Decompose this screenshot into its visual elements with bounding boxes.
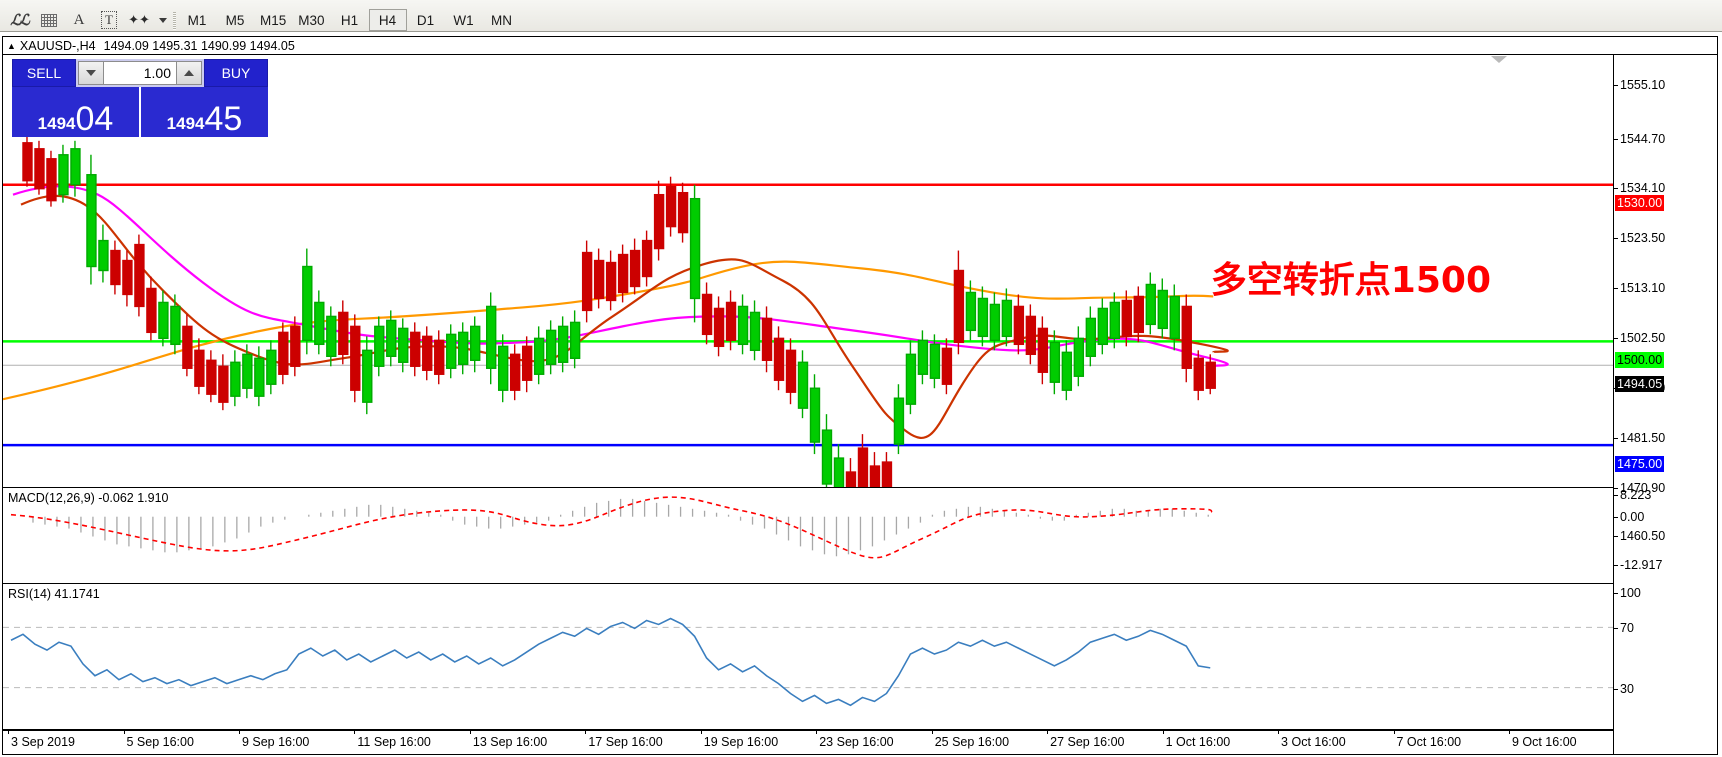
price-tick: 1544.70 xyxy=(1613,132,1666,146)
chart-annotation-text: 多空转折点1500 xyxy=(1210,260,1491,301)
time-label: 5 Sep 16:00 xyxy=(123,730,194,749)
price-tick: 1523.50 xyxy=(1613,231,1666,245)
price-level-label[interactable]: 1494.05 xyxy=(1615,376,1665,392)
macd-pane[interactable]: MACD(12,26,9) -0.062 1.910 xyxy=(3,489,1613,584)
grid-icon[interactable] xyxy=(34,9,64,31)
ma-orange xyxy=(3,260,1214,401)
price-tick: 1502.50 xyxy=(1613,331,1666,345)
rsi-scale-tick: 100 xyxy=(1614,586,1641,600)
rsi-line xyxy=(10,617,1211,707)
time-label: 11 Sep 16:00 xyxy=(354,730,431,749)
text-label-icon[interactable]: A xyxy=(73,11,85,28)
chart-scroll-marker-icon[interactable] xyxy=(1491,56,1507,63)
rsi-pane[interactable]: RSI(14) 41.1741 xyxy=(3,585,1613,730)
rsi-scale-tick: 70 xyxy=(1614,621,1634,635)
chevron-down-icon[interactable] xyxy=(78,61,104,85)
price-level-label[interactable]: 1500.00 xyxy=(1615,352,1665,368)
price-tick: 1555.10 xyxy=(1613,78,1666,92)
timeframe-group[interactable]: M1 M5 M15 M30 H1 H4 D1 W1 MN xyxy=(178,9,521,31)
sell-price-display[interactable]: 1494 04 xyxy=(12,87,139,137)
buy-button[interactable]: BUY xyxy=(204,59,268,87)
symbol-info-bar: ▲ XAUUSD-,H4 1494.09 1495.31 1490.99 149… xyxy=(3,37,1717,55)
price-tick: 1534.10 xyxy=(1613,181,1666,195)
volume-input[interactable]: 1.00 xyxy=(104,61,176,85)
rsi-plot xyxy=(3,617,1613,707)
time-label: 3 Oct 16:00 xyxy=(1278,730,1346,749)
time-label: 1 Oct 16:00 xyxy=(1162,730,1231,749)
time-label: 9 Sep 16:00 xyxy=(238,730,310,749)
main-toolbar[interactable]: ℒℒ A T ✦✦ M1 M5 M15 M30 H1 H4 D1 W1 MN xyxy=(0,0,1722,32)
time-label: 13 Sep 16:00 xyxy=(469,730,548,749)
one-click-trading-panel[interactable]: SELL 1.00 BUY 1494 04 1494 45 xyxy=(12,59,268,137)
time-label: 17 Sep 16:00 xyxy=(585,730,663,749)
sell-price-pips: 04 xyxy=(75,100,114,139)
chart-window[interactable]: ▲ XAUUSD-,H4 1494.09 1495.31 1490.99 149… xyxy=(2,36,1718,755)
sell-price-main: 1494 xyxy=(37,114,76,133)
symbol-ohlc: 1494.09 1495.31 1490.99 1494.05 xyxy=(103,38,295,53)
chevron-up-icon[interactable] xyxy=(176,61,202,85)
timeframe-mn[interactable]: MN xyxy=(491,12,513,28)
macd-scale-tick: 8.223 xyxy=(1613,488,1652,502)
timeframe-m30[interactable]: M30 xyxy=(298,12,325,28)
price-plot xyxy=(3,132,1613,487)
collapse-icon[interactable]: ▲ xyxy=(7,40,16,51)
macd-scale-tick: 0.00 xyxy=(1613,510,1645,524)
macd-plot xyxy=(10,496,1214,559)
candlestick-series xyxy=(22,132,1216,487)
timeframe-w1[interactable]: W1 xyxy=(453,12,474,28)
volume-stepper[interactable]: 1.00 xyxy=(76,59,204,87)
price-tick: 1470.90 xyxy=(1613,481,1666,495)
time-label: 23 Sep 16:00 xyxy=(816,730,894,749)
price-tick: 1481.50 xyxy=(1613,431,1666,445)
buy-price-pips: 45 xyxy=(204,100,243,139)
timeframe-h1[interactable]: H1 xyxy=(340,12,359,28)
macd-scale-tick: -12.917 xyxy=(1613,558,1663,572)
price-tick: 1460.50 xyxy=(1613,529,1666,543)
sell-button[interactable]: SELL xyxy=(12,59,76,87)
macd-signal-line xyxy=(10,496,1214,559)
timeframe-m1[interactable]: M1 xyxy=(187,12,207,28)
rsi-label: RSI(14) 41.1741 xyxy=(8,587,100,601)
time-axis[interactable]: 3 Sep 2019 5 Sep 16:00 9 Sep 16:00 11 Sep 1… xyxy=(3,730,1613,754)
buy-price-main: 1494 xyxy=(166,114,205,133)
price-scale[interactable]: 1555.10 1544.70 1534.10 1523.50 1513.10 1502.… xyxy=(1613,55,1717,754)
indicators-icon[interactable]: ℒℒ xyxy=(10,12,30,29)
price-level-label[interactable]: 1475.00 xyxy=(1615,456,1665,472)
time-label: 27 Sep 16:00 xyxy=(1047,730,1125,749)
text-object-icon[interactable]: T xyxy=(94,9,124,31)
time-label: 3 Sep 2019 xyxy=(8,730,75,749)
price-pane[interactable]: 多空转折点1500 xyxy=(3,55,1613,488)
ma-red xyxy=(20,194,1229,439)
templates-dropdown-icon[interactable] xyxy=(154,9,170,31)
macd-label: MACD(12,26,9) -0.062 1.910 xyxy=(8,491,169,505)
templates-icon[interactable]: ✦✦ xyxy=(128,12,150,27)
time-label: 7 Oct 16:00 xyxy=(1393,730,1462,749)
toolbar-separator xyxy=(170,11,178,31)
time-label: 19 Sep 16:00 xyxy=(700,730,779,749)
price-level-label[interactable]: 1530.00 xyxy=(1615,195,1665,211)
time-label: 9 Oct 16:00 xyxy=(1508,730,1577,749)
rsi-scale-tick: 30 xyxy=(1614,682,1634,696)
buy-price-display[interactable]: 1494 45 xyxy=(139,87,268,137)
symbol-name: XAUUSD-,H4 xyxy=(19,38,96,53)
timeframe-d1[interactable]: D1 xyxy=(416,12,435,28)
timeframe-m5[interactable]: M5 xyxy=(225,12,245,28)
timeframe-m15[interactable]: M15 xyxy=(260,12,287,28)
timeframe-h4[interactable]: H4 xyxy=(368,9,407,31)
time-label: 25 Sep 16:00 xyxy=(931,730,1010,749)
price-tick: 1513.10 xyxy=(1613,281,1666,295)
macd-histogram xyxy=(32,498,1209,557)
